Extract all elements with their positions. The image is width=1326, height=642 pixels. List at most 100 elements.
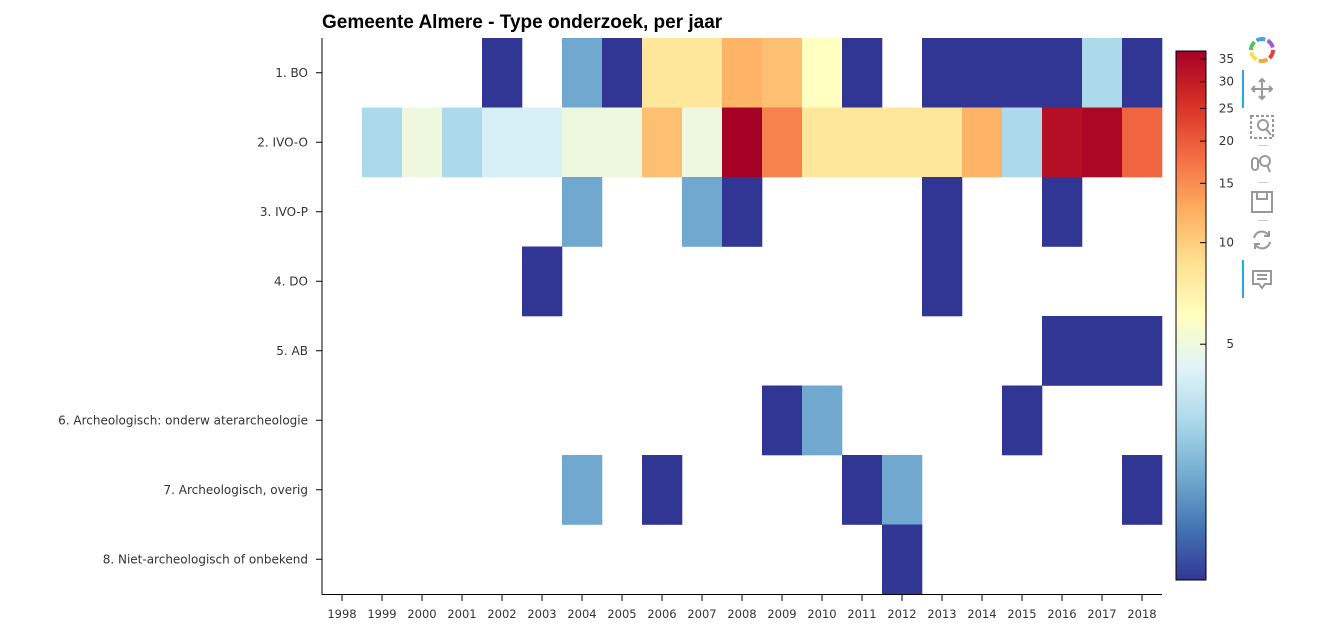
x-tick-label: 2013 xyxy=(927,607,956,621)
heatmap-cell[interactable] xyxy=(802,107,843,178)
x-tick-label: 1999 xyxy=(367,607,396,621)
y-tick-label: 5. AB xyxy=(276,344,308,358)
colorbar: 5 10 15 20 25 30 35 xyxy=(1175,50,1234,581)
y-tick-label: 3. IVO-P xyxy=(260,205,308,219)
heatmap-cell[interactable] xyxy=(1122,316,1163,386)
x-axis: 1998 1999 2000 2001 2002 2003 2004 2005 2006 2007… xyxy=(322,594,1162,621)
x-tick-label: 2018 xyxy=(1127,607,1156,621)
y-tick-label: 4. DO xyxy=(274,274,308,288)
heatmap-cell[interactable] xyxy=(562,107,603,178)
heatmap-cell[interactable] xyxy=(642,455,683,525)
box-zoom-icon[interactable] xyxy=(1248,113,1276,141)
heatmap-cell[interactable] xyxy=(842,38,883,108)
heatmap-cell[interactable] xyxy=(1122,455,1163,525)
x-tick-label: 2001 xyxy=(447,607,476,621)
heatmap-cell[interactable] xyxy=(882,455,923,525)
heatmap-cell[interactable] xyxy=(482,38,523,108)
heatmap-cell[interactable] xyxy=(722,177,763,247)
y-tick-label: 1. BO xyxy=(275,66,308,80)
heatmap-cell[interactable] xyxy=(1042,38,1083,108)
x-tick-label: 2015 xyxy=(1007,607,1036,621)
x-tick-label: 2002 xyxy=(487,607,516,621)
heatmap-cell[interactable] xyxy=(1082,107,1123,178)
save-icon[interactable] xyxy=(1248,188,1276,216)
colorbar-tick-label: 30 xyxy=(1219,75,1234,89)
x-tick-label: 2004 xyxy=(567,607,596,621)
heatmap-cell[interactable] xyxy=(1002,38,1043,108)
chart-toolbar xyxy=(1240,34,1284,304)
heatmap-cell[interactable] xyxy=(722,38,763,108)
heatmap-cell[interactable] xyxy=(762,107,803,178)
heatmap-cell[interactable] xyxy=(522,107,563,178)
heatmap-cell[interactable] xyxy=(1002,107,1043,178)
x-tick-label: 2010 xyxy=(807,607,836,621)
heatmap-cell[interactable] xyxy=(962,107,1003,178)
heatmap-cell[interactable] xyxy=(362,107,403,178)
heatmap-cell[interactable] xyxy=(922,107,963,178)
heatmap-cell[interactable] xyxy=(562,38,603,108)
x-tick-label: 2011 xyxy=(847,607,876,621)
heatmap-cell[interactable] xyxy=(682,38,723,108)
heatmap-cell[interactable] xyxy=(842,107,883,178)
colorbar-tick-label: 15 xyxy=(1219,176,1234,190)
heatmap-cell[interactable] xyxy=(642,38,683,108)
heatmap-cell[interactable] xyxy=(922,177,963,247)
heatmap-cell[interactable] xyxy=(882,524,923,595)
x-tick-label: 2016 xyxy=(1047,607,1076,621)
heatmap-cell[interactable] xyxy=(562,455,603,525)
heatmap-cell[interactable] xyxy=(1122,107,1163,178)
heatmap-cell[interactable] xyxy=(842,455,883,525)
reset-icon[interactable] xyxy=(1248,226,1276,254)
x-tick-label: 2005 xyxy=(607,607,636,621)
heatmap-cell[interactable] xyxy=(442,107,483,178)
x-tick-label: 2017 xyxy=(1087,607,1116,621)
x-tick-label: 1998 xyxy=(327,607,356,621)
x-tick-label: 2003 xyxy=(527,607,556,621)
heatmap-cell[interactable] xyxy=(522,246,563,317)
heatmap-cell[interactable] xyxy=(1122,38,1163,108)
heatmap-cell[interactable] xyxy=(602,107,643,178)
colorbar-tick-label: 10 xyxy=(1219,236,1234,250)
heatmap-cell[interactable] xyxy=(402,107,443,178)
colorbar-gradient xyxy=(1175,50,1207,581)
heatmap-cell[interactable] xyxy=(1002,385,1043,456)
hover-icon[interactable] xyxy=(1248,265,1276,293)
x-tick-label: 2000 xyxy=(407,607,436,621)
heatmap-cell[interactable] xyxy=(802,38,843,108)
y-axis: 1. BO 2. IVO-O 3. IVO-P 4. DO 5. AB 6. Archeo… xyxy=(58,38,323,595)
heatmap-cell[interactable] xyxy=(682,177,723,247)
x-tick-label: 2006 xyxy=(647,607,676,621)
chart-title: Gemeente Almere - Type onderzoek, per ja… xyxy=(322,12,723,33)
heatmap-cell[interactable] xyxy=(482,107,523,178)
heatmap-cell[interactable] xyxy=(682,107,723,178)
heatmap-cell[interactable] xyxy=(1082,316,1123,386)
heatmap-cell[interactable] xyxy=(722,107,763,178)
y-tick-label: 7. Archeologisch, overig xyxy=(164,483,309,497)
bokeh-logo-icon[interactable] xyxy=(1248,36,1276,64)
y-tick-label: 2. IVO-O xyxy=(257,135,308,149)
heatmap-cell[interactable] xyxy=(962,38,1003,108)
colorbar-tick-label: 25 xyxy=(1219,101,1234,115)
heatmap-cell[interactable] xyxy=(802,385,843,456)
plot-area xyxy=(362,38,1163,595)
pan-icon[interactable] xyxy=(1248,75,1276,103)
heatmap-cell[interactable] xyxy=(642,107,683,178)
heatmap-cell[interactable] xyxy=(1082,38,1123,108)
heatmap-cell[interactable] xyxy=(1042,107,1083,178)
heatmap-cell[interactable] xyxy=(1042,316,1083,386)
heatmap-cell[interactable] xyxy=(1042,177,1083,247)
y-tick-label: 6. Archeologisch: onderw aterarcheologie xyxy=(58,413,308,427)
x-tick-label: 2012 xyxy=(887,607,916,621)
wheel-zoom-icon[interactable] xyxy=(1248,150,1276,178)
heatmap-cell[interactable] xyxy=(602,38,643,108)
heatmap-cell[interactable] xyxy=(922,246,963,317)
colorbar-tick-label: 20 xyxy=(1219,134,1234,148)
heatmap-cell[interactable] xyxy=(562,177,603,247)
heatmap-cell[interactable] xyxy=(922,38,963,108)
colorbar-tick-label: 35 xyxy=(1219,52,1234,66)
heatmap-cell[interactable] xyxy=(762,385,803,456)
heatmap-cell[interactable] xyxy=(762,38,803,108)
x-tick-label: 2014 xyxy=(967,607,996,621)
heatmap-cell[interactable] xyxy=(882,107,923,178)
